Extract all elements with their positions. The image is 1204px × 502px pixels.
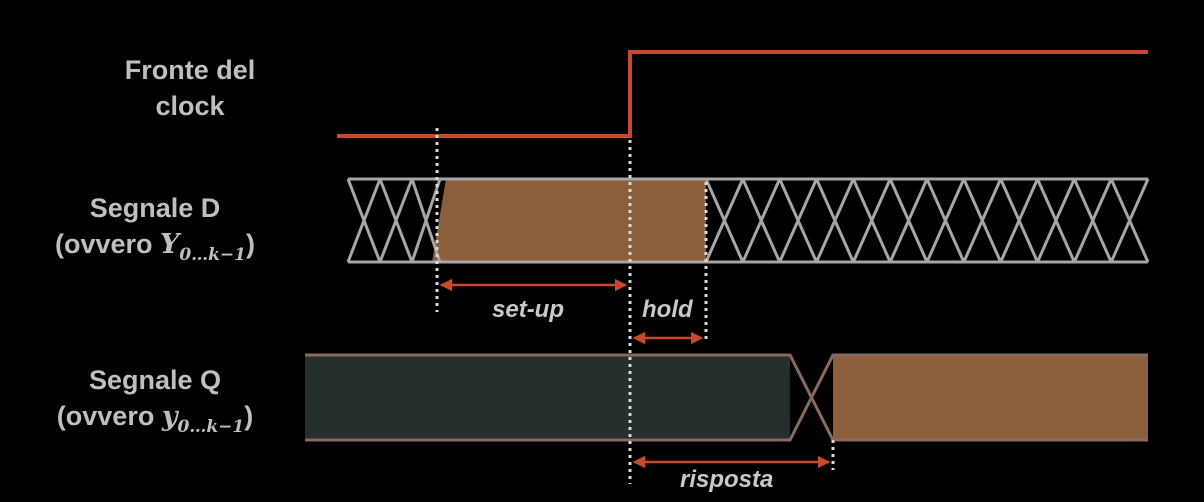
clock-label-line2: clock	[155, 91, 225, 121]
signal-d-prefix: (ovvero	[54, 229, 161, 259]
signal-q-label: Segnale Q (ovvero y0…k−1)	[10, 362, 300, 438]
signal-d-var: Y	[160, 229, 180, 260]
signal-d-subscript: 0…k−1	[179, 245, 246, 265]
signal-d-label: Segnale D (ovvero Y0…k−1)	[20, 190, 290, 266]
signal-q-prefix: (ovvero	[56, 401, 162, 431]
signal-q-old-value	[305, 355, 790, 440]
signal-q-var: y	[161, 401, 178, 432]
clock-edge-waveform	[337, 50, 1148, 138]
signal-q-suffix: )	[244, 401, 254, 431]
signal-q-bus	[305, 353, 1148, 442]
guide-lines	[435, 128, 835, 484]
signal-d-bus	[346, 177, 1150, 264]
signal-q-label-line2: (ovvero y0…k−1)	[10, 398, 300, 438]
signal-d-undefined-hatch	[346, 178, 1150, 263]
setup-label: set-up	[492, 296, 564, 323]
signal-q-label-line1: Segnale Q	[88, 365, 222, 395]
clock-label: Fronte del clock	[100, 52, 280, 124]
signal-d-valid-region	[432, 179, 706, 262]
signal-q-outline	[305, 353, 1148, 442]
signal-d-label-line1: Segnale D	[89, 193, 221, 223]
response-label: risposta	[680, 466, 774, 493]
signal-d-label-line2: (ovvero Y0…k−1)	[20, 226, 290, 266]
signal-d-suffix: )	[246, 229, 255, 259]
clock-label-line1: Fronte del	[124, 55, 256, 85]
signal-q-subscript: 0…k−1	[177, 417, 245, 437]
hold-label: hold	[642, 296, 693, 323]
signal-q-new-value	[833, 355, 1148, 440]
